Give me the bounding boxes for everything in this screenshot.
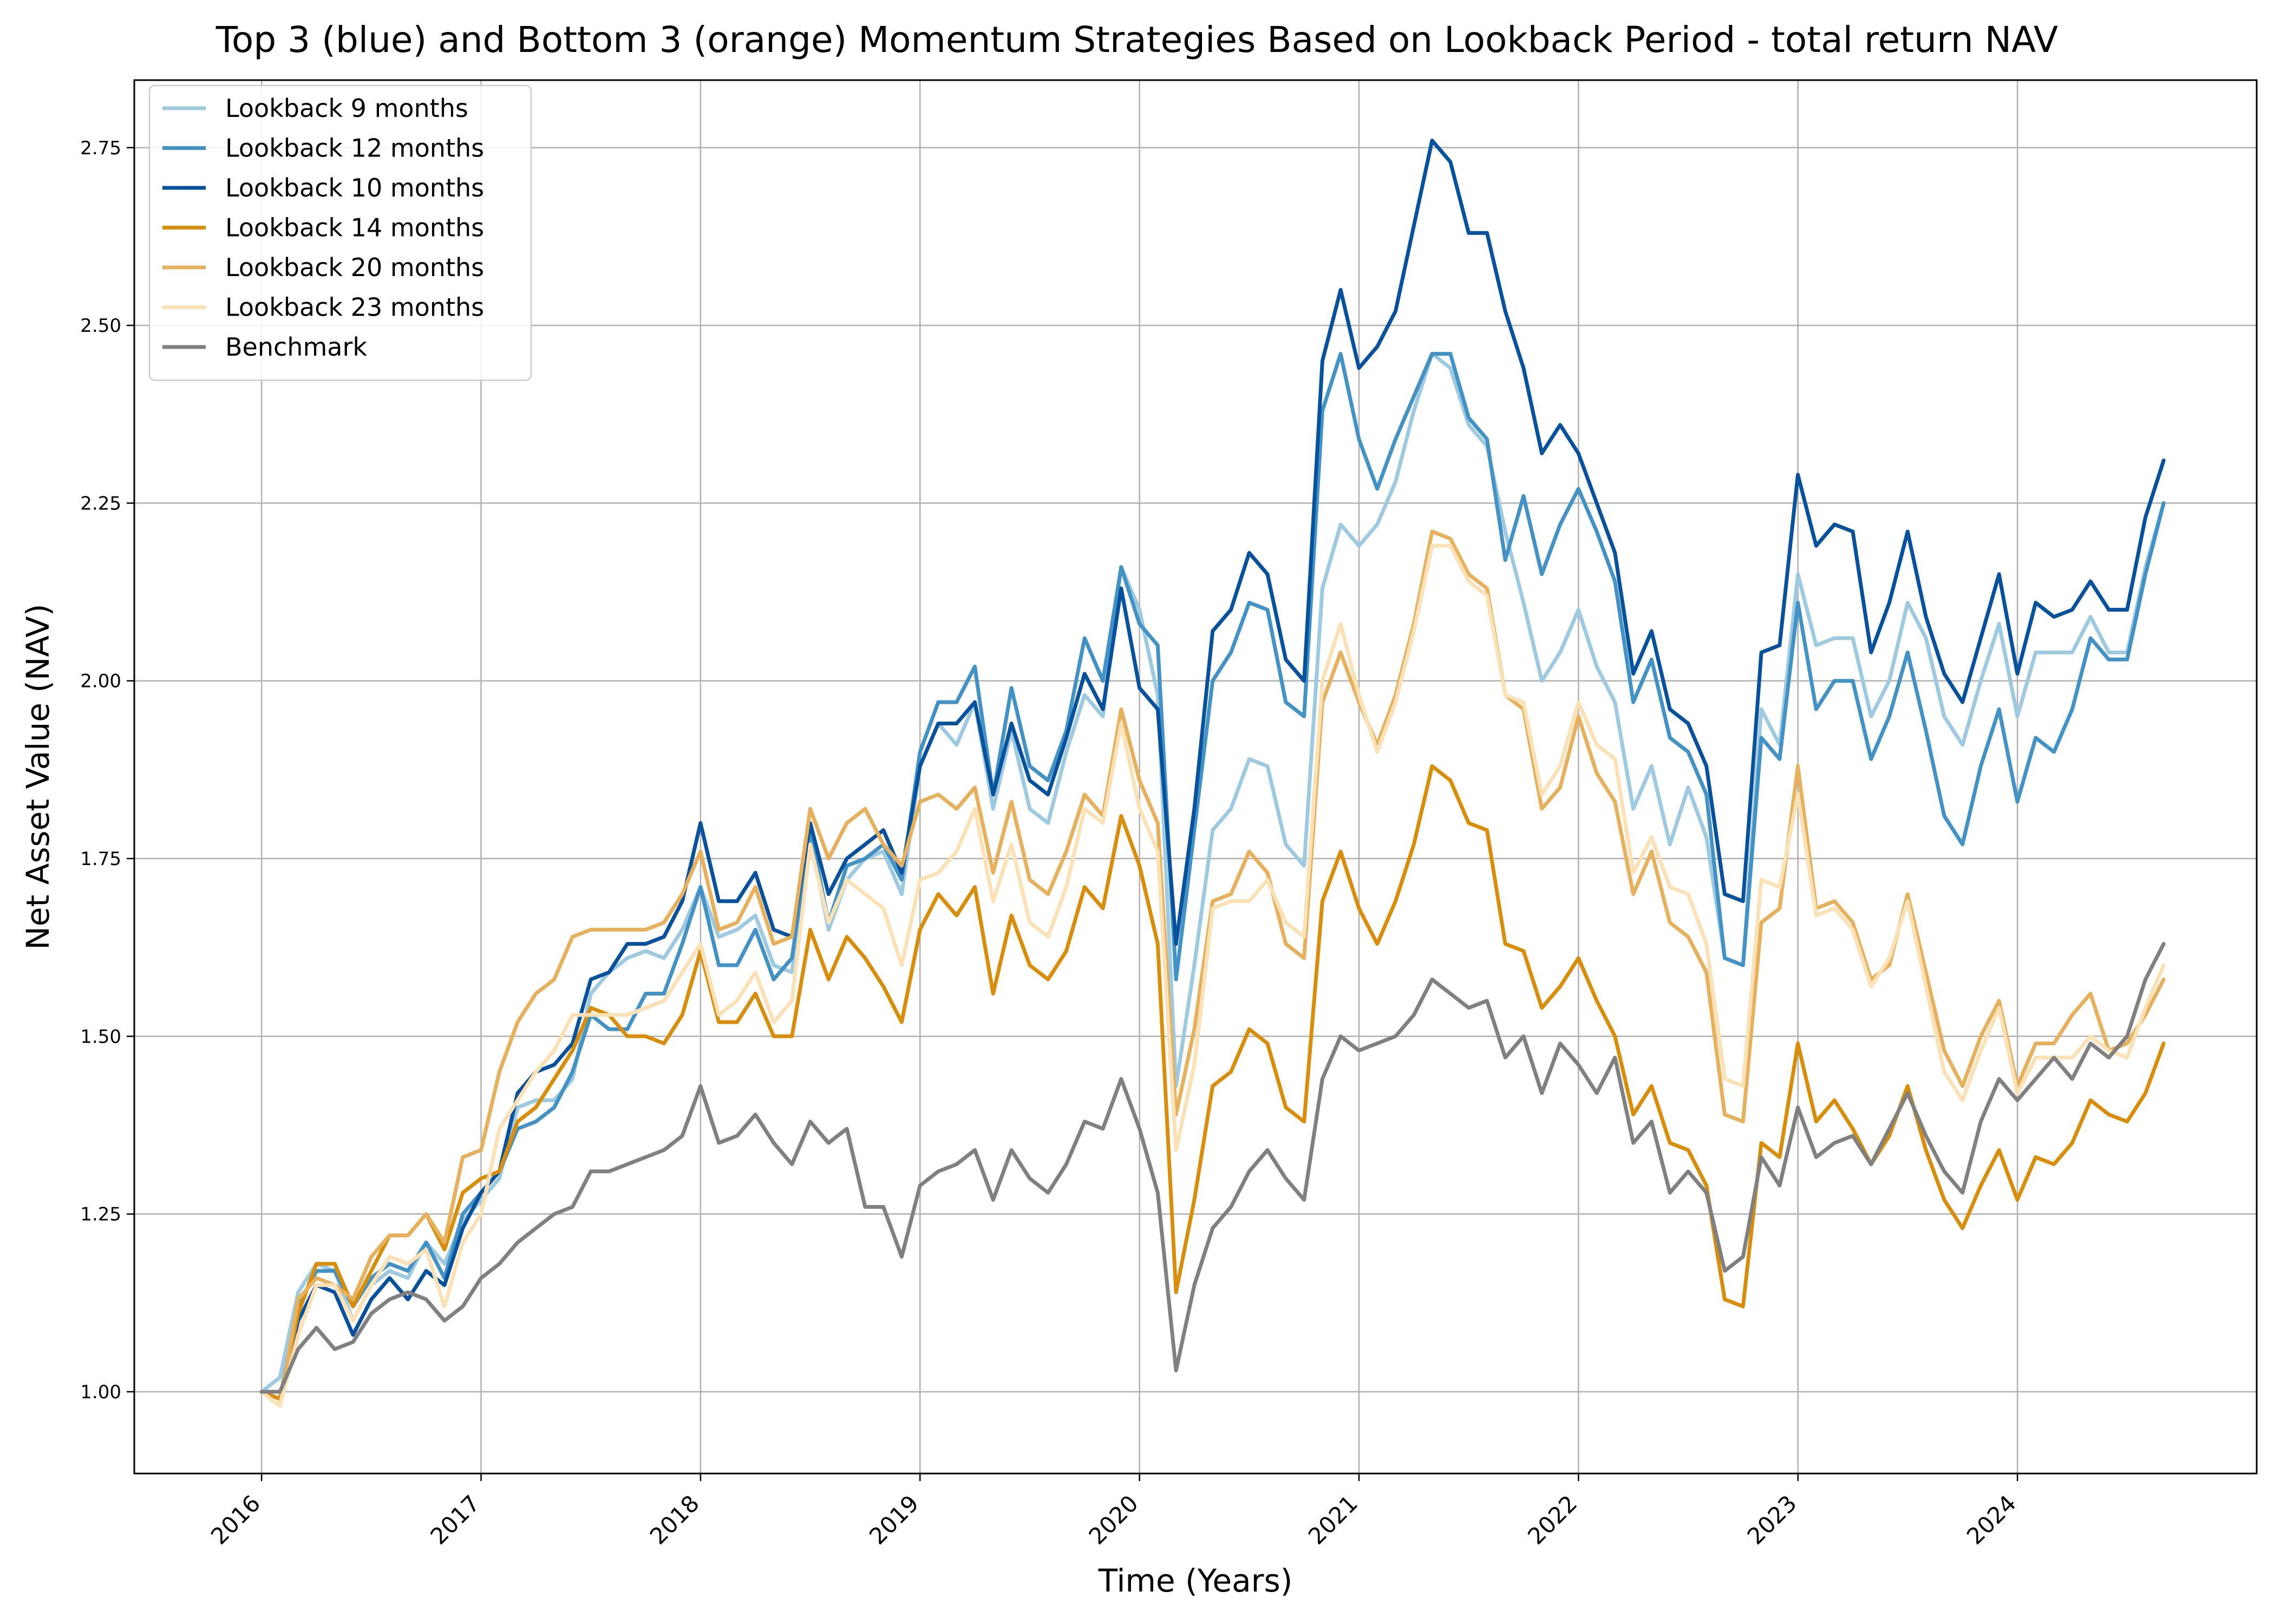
legend-entry-label: Lookback 10 months bbox=[225, 173, 484, 202]
legend-entry-label: Lookback 9 months bbox=[225, 94, 468, 123]
y-tick-label: 2.50 bbox=[80, 315, 121, 337]
legend-box bbox=[148, 84, 532, 381]
y-tick-label: 1.75 bbox=[80, 848, 121, 870]
plot-area-frame bbox=[133, 79, 2258, 1475]
legend-entry-label: Lookback 23 months bbox=[225, 293, 484, 322]
legend-entry-label: Lookback 12 months bbox=[225, 134, 484, 163]
y-tick-label: 2.00 bbox=[80, 671, 121, 692]
legend-entry-label: Lookback 20 months bbox=[225, 253, 484, 282]
y-tick-label: 1.50 bbox=[80, 1026, 121, 1047]
series-line-5 bbox=[259, 529, 2166, 1408]
chart-title: Top 3 (blue) and Bottom 3 (orange) Momen… bbox=[215, 19, 2058, 61]
y-axis-ticks: 1.00 1.25 1.50 1.75 2.00 2.25 2.50 2.75 bbox=[80, 137, 134, 1403]
y-axis-label: Net Asset Value (NAV) bbox=[19, 604, 56, 949]
y-tick-label: 1.25 bbox=[80, 1204, 121, 1226]
series-line-2 bbox=[259, 352, 2166, 1401]
x-axis-label: Time (Years) bbox=[1098, 1562, 1293, 1599]
legend: Lookback 9 months Lookback 12 months Lookb… bbox=[148, 84, 532, 381]
series-line-6 bbox=[259, 543, 2166, 1408]
y-tick-label: 2.75 bbox=[80, 137, 121, 159]
legend-entry-label: Lookback 14 months bbox=[225, 213, 484, 243]
y-tick-label: 2.25 bbox=[80, 493, 121, 514]
y-tick-label: 1.00 bbox=[80, 1381, 121, 1403]
series-line-3 bbox=[259, 139, 2166, 1401]
grid-lines bbox=[134, 80, 2257, 1474]
series-line-4 bbox=[259, 764, 2166, 1401]
series-line-7 bbox=[259, 942, 2166, 1394]
legend-entry-label: Benchmark bbox=[225, 332, 367, 362]
series-lines bbox=[259, 139, 2166, 1408]
